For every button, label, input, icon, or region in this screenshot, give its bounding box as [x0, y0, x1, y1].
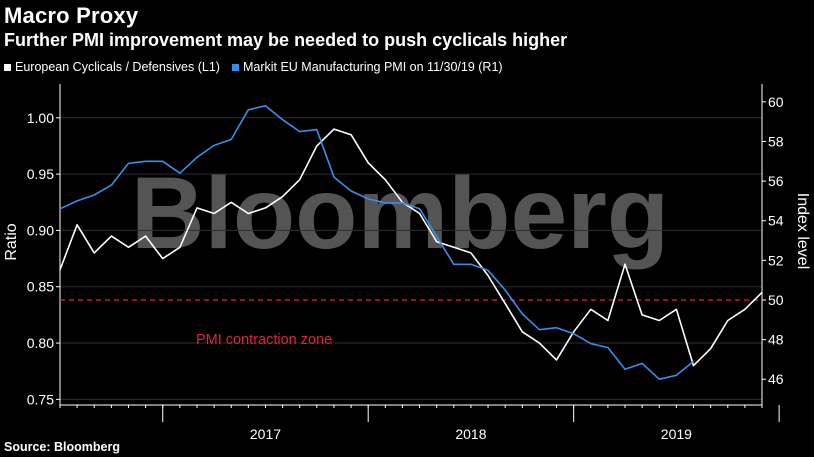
legend-label-cyclicals: European Cyclicals / Defensives (L1): [15, 60, 220, 74]
left-axis-label: Ratio: [3, 223, 20, 260]
chart-title: Macro Proxy: [4, 3, 139, 28]
source-note: Source: Bloomberg: [4, 440, 120, 454]
left-axis-tick-label: 0.75: [27, 391, 54, 407]
x-axis-year-label: 2017: [250, 426, 281, 442]
right-axis-tick-label: 54: [768, 213, 784, 229]
right-axis-tick-label: 52: [768, 252, 784, 268]
right-axis-tick-label: 50: [768, 292, 784, 308]
legend-label-pmi: Markit EU Manufacturing PMI on 11/30/19 …: [242, 60, 503, 74]
right-axis-tick-label: 60: [768, 94, 784, 110]
series-lines: [59, 105, 763, 381]
x-axis-year-label: 2019: [661, 426, 692, 442]
legend-item-pmi: Markit EU Manufacturing PMI on 11/30/19 …: [231, 60, 503, 74]
left-axis-tick-label: 1.00: [27, 110, 54, 126]
legend-swatch-pmi: [231, 63, 239, 71]
series-line-pmi: [59, 105, 695, 381]
left-axis-tick-label: 0.85: [27, 279, 54, 295]
bloomberg-watermark: Bloomberg: [131, 156, 669, 270]
gridlines: [60, 117, 762, 400]
left-axis-tick-label: 0.80: [27, 335, 54, 351]
left-axis-tick-label: 0.95: [27, 166, 54, 182]
series-line-cyclicals: [59, 128, 763, 367]
right-axis-tick-label: 46: [768, 371, 784, 387]
legend-swatch-cyclicals: [4, 63, 11, 71]
right-axis-tick-label: 56: [768, 173, 784, 189]
right-axis-tick-label: 48: [768, 332, 784, 348]
legend-item-cyclicals: European Cyclicals / Defensives (L1): [4, 60, 220, 74]
axes: 1.00 0.95 0.90 0.85 0.80 0.75 60 58 56 54 52 50 48 46…: [27, 84, 784, 442]
right-axis-tick-label: 58: [768, 133, 784, 149]
left-axis-tick-label: 0.90: [27, 222, 54, 238]
chart-subtitle: Further PMI improvement may be needed to…: [4, 30, 568, 50]
right-axis-label: Index level: [794, 193, 811, 270]
contraction-zone-annotation: PMI contraction zone: [196, 332, 332, 348]
chart-legend: European Cyclicals / Defensives (L1) Mar…: [4, 60, 515, 74]
x-axis-year-label: 2018: [455, 426, 486, 442]
